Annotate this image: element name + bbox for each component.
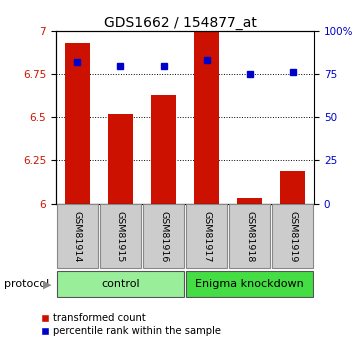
Bar [151,95,177,204]
Bar [186,271,313,297]
Bar [143,204,184,268]
Text: control: control [101,279,140,289]
Legend: transformed count, percentile rank within the sample: transformed count, percentile rank withi… [38,309,226,340]
Bar [193,31,219,204]
Text: Enigma knockdown: Enigma knockdown [195,279,304,289]
Bar [57,271,184,297]
Bar [186,204,227,268]
Bar [65,43,90,204]
Bar [237,198,262,204]
Bar [272,204,313,268]
Bar [100,204,141,268]
Bar [229,204,270,268]
Text: GSM81916: GSM81916 [159,211,168,262]
Bar [280,171,305,204]
Text: GSM81919: GSM81919 [288,211,297,262]
Bar [57,204,98,268]
Text: GSM81917: GSM81917 [202,211,211,262]
Bar [108,114,134,204]
Text: GSM81914: GSM81914 [73,211,82,262]
Text: ▶: ▶ [43,279,51,289]
Text: GDS1662 / 154877_at: GDS1662 / 154877_at [104,16,257,30]
Text: GSM81918: GSM81918 [245,211,254,262]
Text: GSM81915: GSM81915 [116,211,125,262]
Text: protocol: protocol [4,279,49,289]
